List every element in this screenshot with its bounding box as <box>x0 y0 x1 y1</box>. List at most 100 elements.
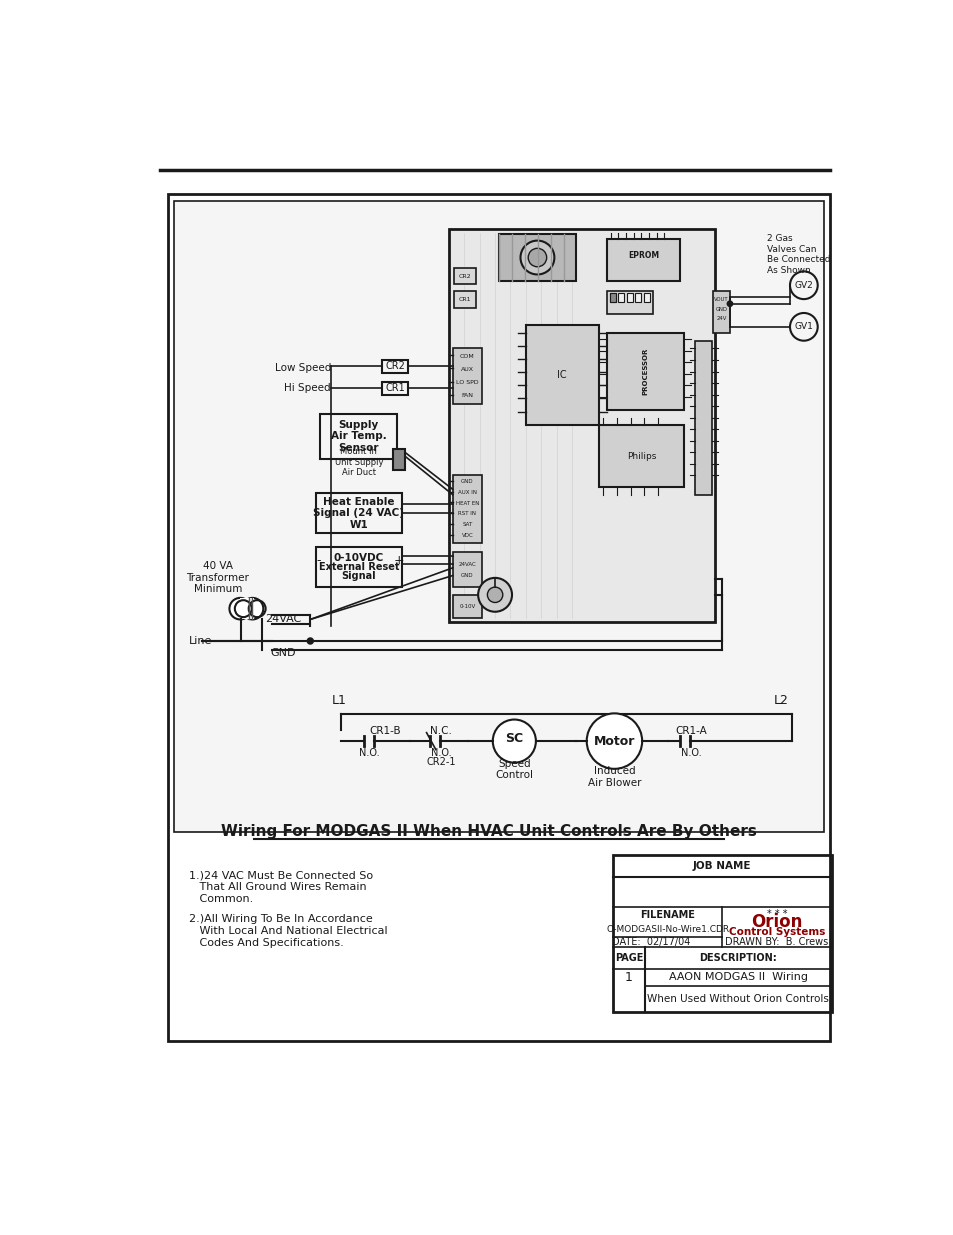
Bar <box>606 240 679 282</box>
Bar <box>240 598 253 620</box>
Text: LO SPD: LO SPD <box>456 380 478 385</box>
Circle shape <box>241 598 263 620</box>
Text: FILENAME: FILENAME <box>639 910 695 920</box>
Text: 2 Gas
Valves Can
Be Connected
As Shown: 2 Gas Valves Can Be Connected As Shown <box>766 235 829 274</box>
Text: VOUT: VOUT <box>714 298 728 303</box>
Text: Control Systems: Control Systems <box>728 927 824 937</box>
Text: Wiring For MODGAS II When HVAC Unit Controls Are By Others: Wiring For MODGAS II When HVAC Unit Cont… <box>221 825 756 840</box>
Text: * * *: * * * <box>766 909 786 919</box>
Circle shape <box>493 720 536 763</box>
Bar <box>453 552 481 587</box>
Text: CR1: CR1 <box>385 383 404 393</box>
Text: Hi Speed: Hi Speed <box>284 383 331 394</box>
Text: CR1: CR1 <box>458 296 471 301</box>
Bar <box>643 293 649 303</box>
Text: GND: GND <box>460 573 474 578</box>
Bar <box>393 448 405 471</box>
Text: N.O.: N.O. <box>680 747 701 757</box>
Text: External Reset: External Reset <box>318 562 398 572</box>
Text: GND: GND <box>271 647 295 657</box>
Bar <box>609 293 616 303</box>
Text: JOB NAME: JOB NAME <box>692 861 751 871</box>
Text: 24VAC: 24VAC <box>265 615 301 625</box>
Text: Supply
Air Temp.
Sensor: Supply Air Temp. Sensor <box>331 420 386 453</box>
Text: 2.)All Wiring To Be In Accordance
   With Local And National Electrical
   Codes: 2.)All Wiring To Be In Accordance With L… <box>190 914 388 947</box>
Text: SAT: SAT <box>462 522 472 527</box>
Bar <box>635 293 640 303</box>
Text: L2: L2 <box>773 694 787 706</box>
Text: Signal: Signal <box>341 571 375 580</box>
Circle shape <box>307 638 313 643</box>
Bar <box>320 414 396 458</box>
Text: Induced
Air Blower: Induced Air Blower <box>587 767 640 788</box>
Text: GND: GND <box>715 306 726 311</box>
Bar <box>315 547 401 587</box>
Text: FAN: FAN <box>461 393 473 398</box>
Text: CR2-1: CR2-1 <box>426 757 456 767</box>
Bar <box>498 235 576 280</box>
Circle shape <box>528 248 546 267</box>
Circle shape <box>520 241 554 274</box>
Text: GND: GND <box>460 479 474 484</box>
Bar <box>453 475 481 543</box>
Circle shape <box>477 578 512 611</box>
Text: 0-10V: 0-10V <box>458 604 475 609</box>
Bar <box>606 333 683 410</box>
Text: O-MODGASII-No-Wire1.CDR: O-MODGASII-No-Wire1.CDR <box>605 925 728 934</box>
Circle shape <box>229 598 251 620</box>
Bar <box>168 194 829 1041</box>
Text: 1: 1 <box>624 971 633 984</box>
Bar <box>453 348 481 404</box>
Bar <box>381 382 408 395</box>
Circle shape <box>727 301 732 306</box>
Bar <box>618 293 624 303</box>
Text: N.O.: N.O. <box>359 747 379 757</box>
Text: When Used Without Orion Controls: When Used Without Orion Controls <box>647 994 828 1004</box>
Bar <box>173 200 823 832</box>
Bar <box>612 855 831 1013</box>
Text: 24VAC: 24VAC <box>458 562 476 567</box>
Bar <box>598 425 683 487</box>
Circle shape <box>487 587 502 603</box>
Text: Speed
Control: Speed Control <box>495 758 533 781</box>
Bar <box>525 325 598 425</box>
Text: Motor: Motor <box>593 735 635 747</box>
Text: HEAT EN: HEAT EN <box>456 500 478 505</box>
Text: 24V: 24V <box>716 316 726 321</box>
Text: Line: Line <box>189 636 212 646</box>
Text: VDC: VDC <box>461 534 473 538</box>
Text: N.C.: N.C. <box>430 726 452 736</box>
Text: Philips: Philips <box>626 452 656 461</box>
Text: Mount In
Unit Supply
Air Duct: Mount In Unit Supply Air Duct <box>335 447 383 477</box>
Text: RST IN: RST IN <box>457 511 476 516</box>
Text: PAGE: PAGE <box>615 953 642 963</box>
Text: L1: L1 <box>331 694 346 706</box>
Bar <box>695 341 712 495</box>
Text: AUX IN: AUX IN <box>457 490 476 495</box>
Text: -: - <box>316 555 320 567</box>
Text: N.O.: N.O. <box>431 747 451 757</box>
Text: GV2: GV2 <box>794 280 812 290</box>
Text: 40 VA
Transformer
Minimum: 40 VA Transformer Minimum <box>186 561 249 594</box>
Text: SC: SC <box>505 732 523 745</box>
Text: +: + <box>393 555 404 567</box>
Text: Heat Enable
Signal (24 VAC)
W1: Heat Enable Signal (24 VAC) W1 <box>313 496 404 530</box>
Bar <box>449 228 714 621</box>
Bar <box>381 359 408 373</box>
Text: CR2: CR2 <box>458 273 471 279</box>
Text: 0-10VDC: 0-10VDC <box>334 553 383 563</box>
Bar <box>454 290 476 308</box>
Text: COM: COM <box>459 353 475 358</box>
Bar <box>453 595 481 618</box>
Text: DATE:  02/17/04: DATE: 02/17/04 <box>612 937 690 947</box>
Text: DRAWN BY:  B. Crews: DRAWN BY: B. Crews <box>724 937 827 947</box>
Text: 1.)24 VAC Must Be Connected So
   That All Ground Wires Remain
   Common.: 1.)24 VAC Must Be Connected So That All … <box>190 871 374 904</box>
Text: AAON MODGAS II  Wiring: AAON MODGAS II Wiring <box>668 972 807 983</box>
Text: CR2: CR2 <box>385 361 404 370</box>
Bar <box>626 293 632 303</box>
Text: Low Speed: Low Speed <box>274 363 331 373</box>
Text: AUX: AUX <box>460 367 474 372</box>
Bar <box>609 293 616 303</box>
Text: CR1-A: CR1-A <box>675 726 706 736</box>
Bar <box>454 268 476 284</box>
